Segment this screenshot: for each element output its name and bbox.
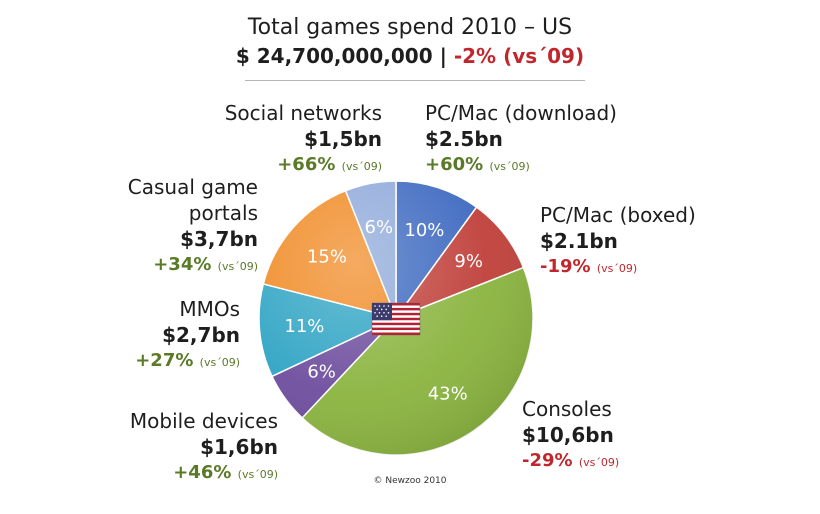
- total-change: -2% (vs´09): [453, 44, 585, 68]
- pie-label-pc-mac-download: 10%: [404, 220, 444, 241]
- total-amount: $ 24,700,000,000 |: [235, 44, 447, 68]
- label-pc-mac-boxed: PC/Mac (boxed) $2.1bn -19% (vs´09): [540, 203, 696, 277]
- label-social-networks: Social networks $1,5bn +66% (vs´09): [224, 101, 382, 175]
- us-flag-icon: [371, 302, 421, 336]
- title-divider: [245, 80, 585, 81]
- pie-label-social-networks: 6%: [365, 217, 394, 238]
- label-casual-game-portals: Casual game portals $3,7bn +34% (vs´09): [127, 175, 258, 275]
- label-consoles: Consoles $10,6bn -29% (vs´09): [522, 397, 620, 471]
- label-pc-mac-download: PC/Mac (download) $2.5bn +60% (vs´09): [425, 101, 617, 175]
- pie-label-pc-mac-boxed: 9%: [454, 251, 483, 272]
- pie-label-consoles: 43%: [428, 384, 468, 405]
- chart-title: Total games spend 2010 – US: [247, 15, 573, 40]
- pie-label-casual-game-portals: 15%: [307, 247, 347, 268]
- copyright-note: © Newzoo 2010: [373, 476, 447, 486]
- pie-label-mmos: 11%: [284, 316, 324, 337]
- label-mobile-devices: Mobile devices $1,6bn +46% (vs´09): [129, 409, 278, 483]
- total-spend: $ 24,700,000,000 | -2% (vs´09): [0, 44, 820, 68]
- label-mmos: MMOs $2,7bn +27% (vs´09): [135, 297, 240, 371]
- pie-label-mobile-devices: 6%: [307, 362, 336, 383]
